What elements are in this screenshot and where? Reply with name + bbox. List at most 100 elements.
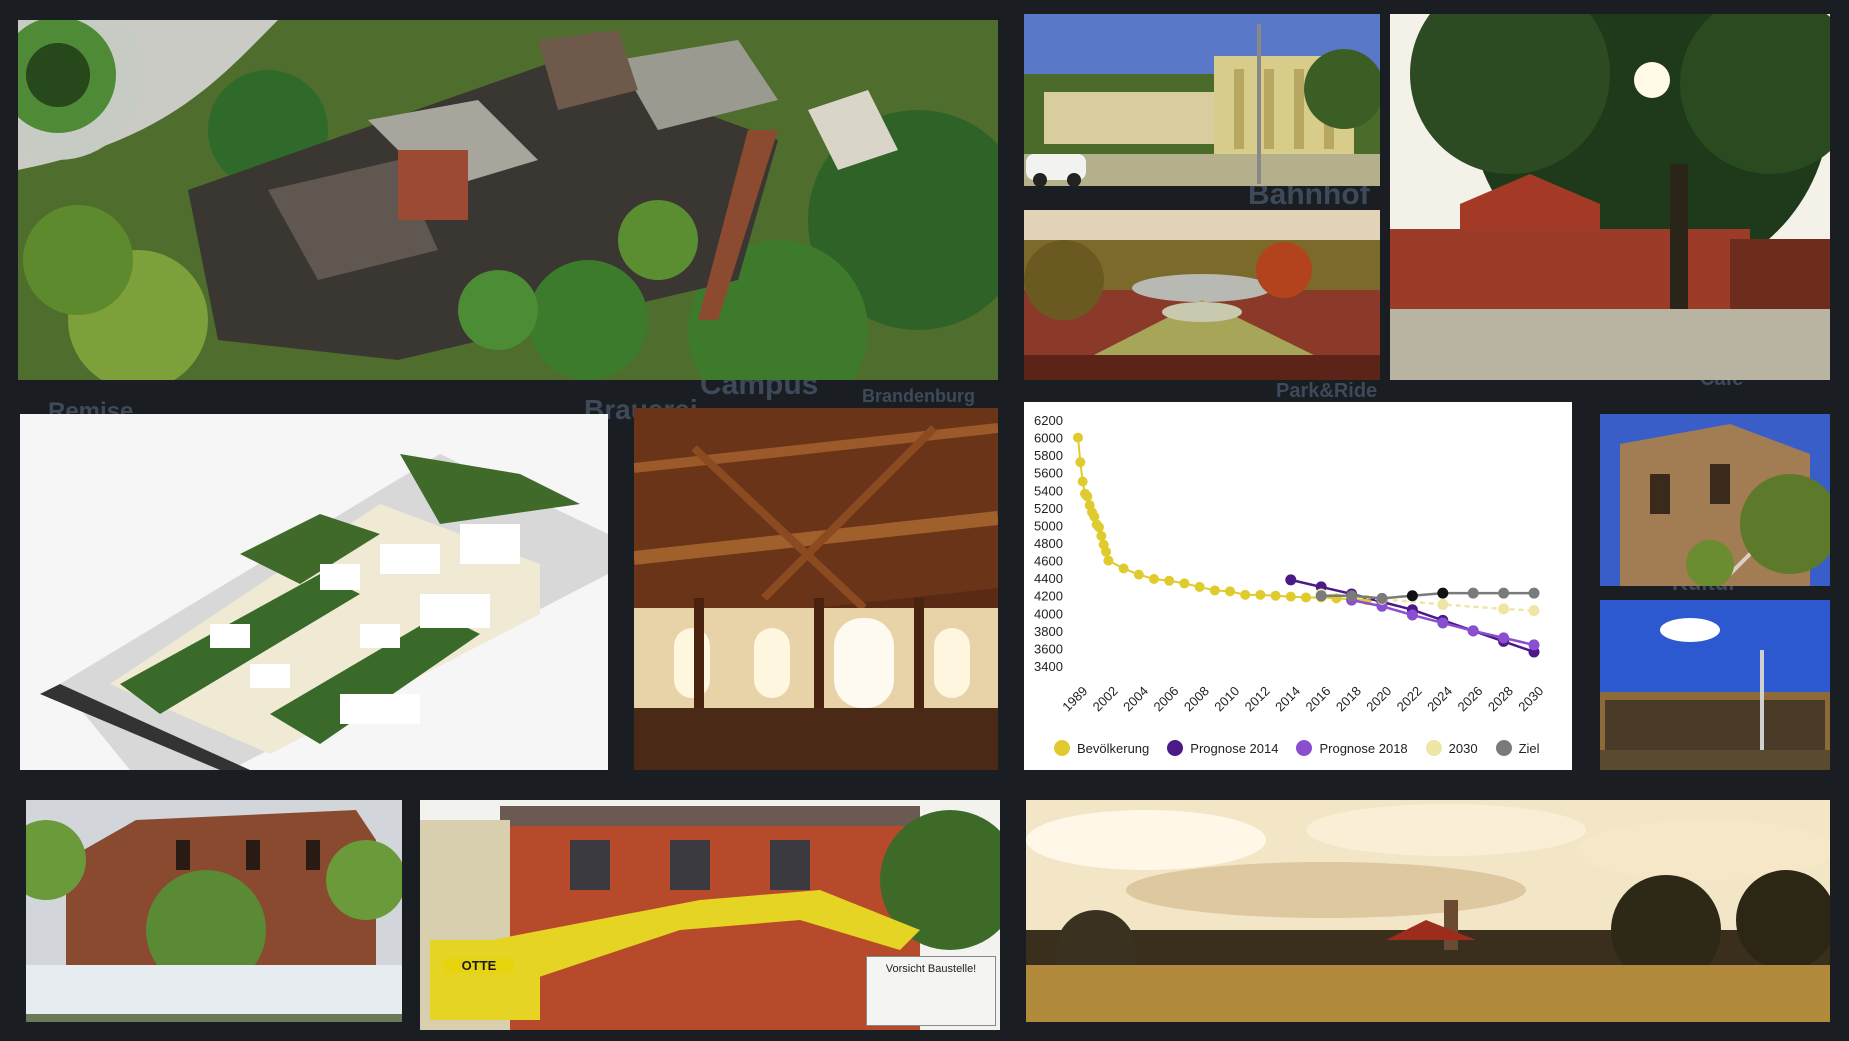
- x-tick-label: 2028: [1485, 683, 1516, 714]
- y-tick-label: 4800: [1034, 536, 1063, 551]
- aerial-ruins-photo: [18, 20, 998, 380]
- data-point-3: [1437, 599, 1449, 610]
- data-point-0: [1089, 511, 1100, 522]
- data-point-1: [1285, 574, 1297, 586]
- data-point-4: [1498, 587, 1510, 599]
- x-tick-label: 2022: [1394, 683, 1425, 714]
- data-point-0: [1073, 432, 1083, 443]
- x-tick-label: 2012: [1242, 683, 1273, 714]
- chart-legend: Bevölkerung Prognose 2014 Prognose 2018 …: [1054, 740, 1540, 756]
- x-tick-label: 2018: [1333, 683, 1364, 714]
- site-model-render: [20, 414, 608, 770]
- modern-building-photo: [1024, 14, 1380, 186]
- data-point-0: [1285, 591, 1296, 602]
- y-tick-label: 6200: [1034, 413, 1063, 428]
- y-tick-label: 3600: [1034, 641, 1063, 656]
- data-point-0: [1255, 589, 1266, 600]
- brick-house-staircase-photo: [1600, 414, 1830, 586]
- data-point-4: [1528, 587, 1540, 599]
- legend-label-2030: 2030: [1448, 740, 1478, 756]
- data-point-2: [1498, 632, 1510, 644]
- y-tick-label: 4200: [1034, 589, 1063, 604]
- x-tick-label: 2010: [1211, 683, 1242, 714]
- data-point-2: [1467, 625, 1479, 637]
- data-point-0: [1101, 546, 1112, 557]
- x-tick-label: 2024: [1424, 683, 1455, 714]
- data-point-2: [1437, 617, 1449, 629]
- data-point-0: [1240, 589, 1251, 600]
- bg-word-brandenburg: Brandenburg: [862, 386, 976, 406]
- data-point-4: [1376, 592, 1388, 604]
- rural-landscape-photo: [1026, 800, 1830, 1022]
- industrial-hall-photo: [1600, 600, 1830, 770]
- legend-label-prognose-2018: Prognose 2018: [1319, 740, 1408, 756]
- data-point-0: [1133, 569, 1144, 580]
- data-point-0: [1077, 476, 1088, 487]
- y-tick-label: 5600: [1034, 466, 1063, 481]
- legend-item-prognose-2014: Prognose 2014: [1167, 740, 1278, 756]
- population-chart-svg: 6200 6000 5800 5600 5400 5200 5000 4800 4600 4400…: [1034, 413, 1546, 714]
- data-point-0: [1096, 530, 1107, 541]
- data-point-0: [1164, 575, 1175, 586]
- x-tick-label: 2020: [1363, 683, 1394, 714]
- data-point-4: [1406, 590, 1418, 602]
- data-point-0: [1082, 491, 1093, 502]
- y-tick-label: 5800: [1034, 448, 1063, 463]
- legend-label-prognose-2014: Prognose 2014: [1190, 740, 1279, 756]
- data-point-0: [1194, 581, 1205, 592]
- y-tick-label: 4000: [1034, 606, 1063, 621]
- y-tick-label: 5200: [1034, 501, 1063, 516]
- excavator-brand-label: OTTE: [444, 958, 514, 973]
- x-tick-label: 2026: [1454, 683, 1485, 714]
- data-point-0: [1179, 578, 1190, 589]
- legend-item-bevoelkerung: Bevölkerung: [1054, 740, 1149, 756]
- legend-dot-ziel: [1495, 740, 1512, 756]
- legend-item-prognose-2018: Prognose 2018: [1296, 740, 1408, 756]
- data-point-0: [1075, 457, 1086, 468]
- y-tick-label: 3800: [1034, 624, 1063, 639]
- x-tick-label: 2014: [1272, 683, 1303, 714]
- fenced-brick-building-photo: [26, 800, 402, 1022]
- data-point-0: [1270, 590, 1281, 601]
- data-point-4: [1437, 587, 1449, 599]
- x-tick-label: 2016: [1302, 683, 1333, 714]
- data-point-0: [1225, 586, 1235, 597]
- data-point-4: [1346, 590, 1358, 602]
- x-tick-label: 2006: [1150, 683, 1181, 714]
- station-tree-photo: [1390, 14, 1830, 380]
- timber-hall-interior-photo: [634, 408, 998, 770]
- y-tick-label: 3400: [1034, 659, 1063, 674]
- data-point-4: [1467, 587, 1479, 599]
- legend-item-2030: 2030: [1425, 740, 1478, 756]
- legend-dot-prognose-2018: [1296, 740, 1313, 756]
- data-point-0: [1094, 522, 1105, 533]
- legend-dot-2030: [1425, 740, 1442, 756]
- x-tick-label: 2004: [1120, 683, 1151, 714]
- y-tick-label: 5000: [1034, 518, 1063, 533]
- data-point-3: [1528, 605, 1540, 617]
- legend-dot-bevoelkerung: [1054, 740, 1070, 756]
- data-point-0: [1118, 563, 1129, 574]
- x-tick-label: 1989: [1059, 683, 1090, 714]
- data-point-4: [1315, 590, 1327, 602]
- data-point-2: [1528, 639, 1540, 651]
- legend-label-bevoelkerung: Bevölkerung: [1077, 740, 1150, 756]
- data-point-0: [1301, 592, 1311, 603]
- x-tick-label: 2008: [1181, 683, 1212, 714]
- construction-warning-sign: Vorsicht Baustelle!: [866, 956, 996, 1026]
- series-line-0: [1077, 437, 1382, 602]
- y-tick-label: 6000: [1034, 431, 1063, 446]
- y-tick-label: 5400: [1034, 483, 1063, 498]
- park-pond-photo: [1024, 210, 1380, 380]
- data-point-3: [1498, 603, 1510, 615]
- legend-dot-prognose-2014: [1167, 740, 1184, 756]
- population-chart: 6200 6000 5800 5600 5400 5200 5000 4800 4600 4400…: [1024, 402, 1572, 770]
- bg-word-parkride: Park&Ride: [1276, 380, 1378, 402]
- construction-excavator-photo: [420, 800, 1000, 1030]
- data-point-0: [1103, 555, 1114, 566]
- x-tick-label: 2030: [1515, 683, 1546, 714]
- data-point-2: [1406, 609, 1418, 621]
- legend-label-ziel: Ziel: [1518, 740, 1540, 756]
- y-tick-label: 4400: [1034, 571, 1063, 586]
- y-tick-label: 4600: [1034, 554, 1063, 569]
